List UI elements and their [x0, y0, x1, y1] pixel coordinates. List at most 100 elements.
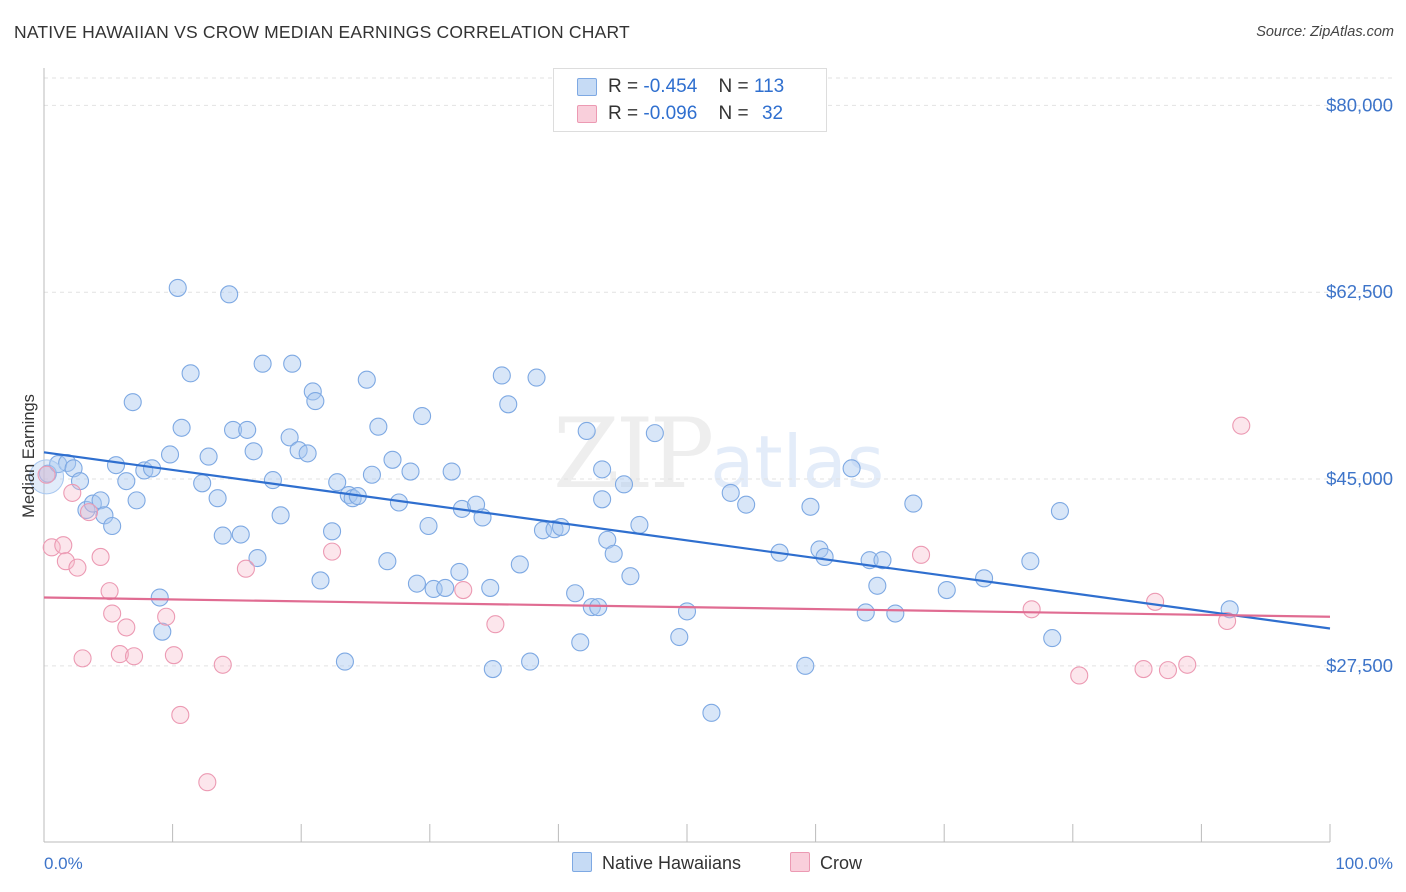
native-hawaiians-point [677, 602, 697, 621]
bottom-legend-crow[interactable]: Crow [790, 852, 862, 874]
legend-row-crow: R = -0.096 N = 32 [577, 103, 784, 125]
native-hawaiians-point [1021, 552, 1040, 571]
crow-point [198, 773, 217, 792]
legend-n-label: N = [718, 103, 749, 124]
native-hawaiians-point [483, 660, 502, 679]
x-tick-label-max: 100.0% [1335, 854, 1393, 873]
crow-point [1232, 416, 1251, 435]
native-hawaiians-point [306, 392, 325, 411]
axes [43, 68, 1331, 843]
crow-point [1070, 666, 1089, 685]
legend-swatch-pink [577, 105, 597, 123]
native-hawaiians-point [238, 420, 257, 439]
native-hawaiians-point [253, 354, 272, 373]
native-hawaiians-point [383, 450, 402, 469]
y-tick-label: $27,500 [1326, 655, 1393, 676]
watermark-zip: ZIP [553, 398, 714, 510]
crow-point [213, 655, 232, 674]
native-hawaiians-point [199, 447, 218, 466]
native-hawaiians-point [378, 552, 397, 571]
native-hawaiians-point [937, 580, 956, 600]
crow-point [79, 503, 99, 522]
native-hawaiians-point [614, 475, 634, 494]
crow-points [37, 416, 1251, 792]
native-hawaiians-point [886, 604, 905, 623]
native-hawaiians-point [868, 576, 887, 595]
native-hawaiians-point [593, 490, 612, 509]
native-hawaiians-point [271, 506, 290, 525]
native-hawaiians-point [106, 456, 126, 475]
bottom-swatch-pink [790, 852, 810, 872]
legend-n-label: N = [718, 76, 749, 97]
chart-title: NATIVE HAWAIIAN VS CROW MEDIAN EARNINGS … [14, 22, 630, 42]
crow-point [91, 547, 110, 567]
native-hawaiians-point [401, 462, 420, 481]
crow-point [323, 542, 342, 561]
crow-point [103, 604, 122, 623]
native-hawaiians-point [521, 652, 540, 671]
crow-point [54, 536, 73, 555]
crow-point [1178, 655, 1197, 674]
native-hawaiians-point [436, 578, 455, 597]
native-hawaiians-point [582, 598, 601, 617]
y-tick-label: $62,500 [1326, 281, 1393, 302]
y-tick-label: $45,000 [1326, 468, 1393, 489]
crow-point [56, 552, 75, 571]
native-hawaiians-point [283, 354, 302, 373]
native-hawaiians-point [492, 366, 511, 385]
crow-point [100, 582, 119, 601]
y-tick-label: $80,000 [1326, 94, 1393, 115]
native-hawaiians-point [362, 465, 381, 484]
native-hawaiians-point [127, 491, 146, 510]
crow-point [117, 618, 136, 637]
crow-point [73, 649, 92, 668]
native-hawaiians-point [702, 703, 721, 722]
native-hawaiians-point [168, 278, 187, 297]
native-hawaiians-point [231, 525, 250, 544]
legend-r-value: -0.096 [643, 103, 698, 124]
native-hawaiians-point [77, 500, 96, 520]
crow-point [454, 580, 473, 600]
native-hawaiians-point [975, 569, 994, 588]
native-hawaiians-point [357, 370, 376, 389]
native-hawaiians-point [450, 562, 469, 581]
native-hawaiians-point [670, 627, 689, 647]
native-hawaiians-point [801, 497, 820, 516]
crow-point [486, 615, 505, 634]
crow-point [157, 607, 176, 626]
crow-point [63, 483, 82, 502]
crow-point [124, 647, 144, 666]
native-hawaiians-point [323, 522, 342, 541]
native-hawaiians-point [630, 515, 649, 534]
legend-n-value: 32 [761, 103, 784, 124]
native-hawaiians-point [842, 459, 861, 478]
native-hawaiians-point [645, 424, 664, 443]
native-hawaiians-point [181, 364, 200, 383]
native-hawaiians-point [1043, 629, 1062, 648]
native-hawaiians-point [172, 418, 191, 437]
watermark: ZIPatlas [553, 398, 884, 510]
native-hawaiians-point [369, 417, 388, 436]
native-hawaiians-point [220, 285, 239, 304]
legend-r-label: R = [608, 103, 639, 124]
native-hawaiians-point [593, 460, 612, 479]
native-hawaiians-point [248, 548, 267, 568]
native-hawaiians-point [442, 462, 461, 481]
native-hawaiians-point [160, 445, 180, 464]
native-hawaiians-point [208, 489, 227, 508]
bottom-legend-native-hawaiians[interactable]: Native Hawaiians [572, 852, 741, 874]
crow-point [164, 646, 183, 665]
legend-r-label: R = [608, 76, 639, 97]
native-hawaiians-point [621, 567, 640, 586]
native-hawaiians-point [571, 633, 590, 652]
bottom-legend-label: Crow [820, 853, 863, 873]
native-hawaiians-points [29, 278, 1239, 722]
legend-r-value: -0.454 [643, 76, 698, 97]
bottom-legend-label: Native Hawaiians [602, 853, 742, 873]
native-hawaiians-point [815, 547, 834, 567]
native-hawaiians-point [499, 395, 518, 414]
native-hawaiians-trend-line [43, 451, 1331, 630]
native-hawaiians-point [481, 578, 500, 597]
native-hawaiians-point [328, 473, 347, 492]
